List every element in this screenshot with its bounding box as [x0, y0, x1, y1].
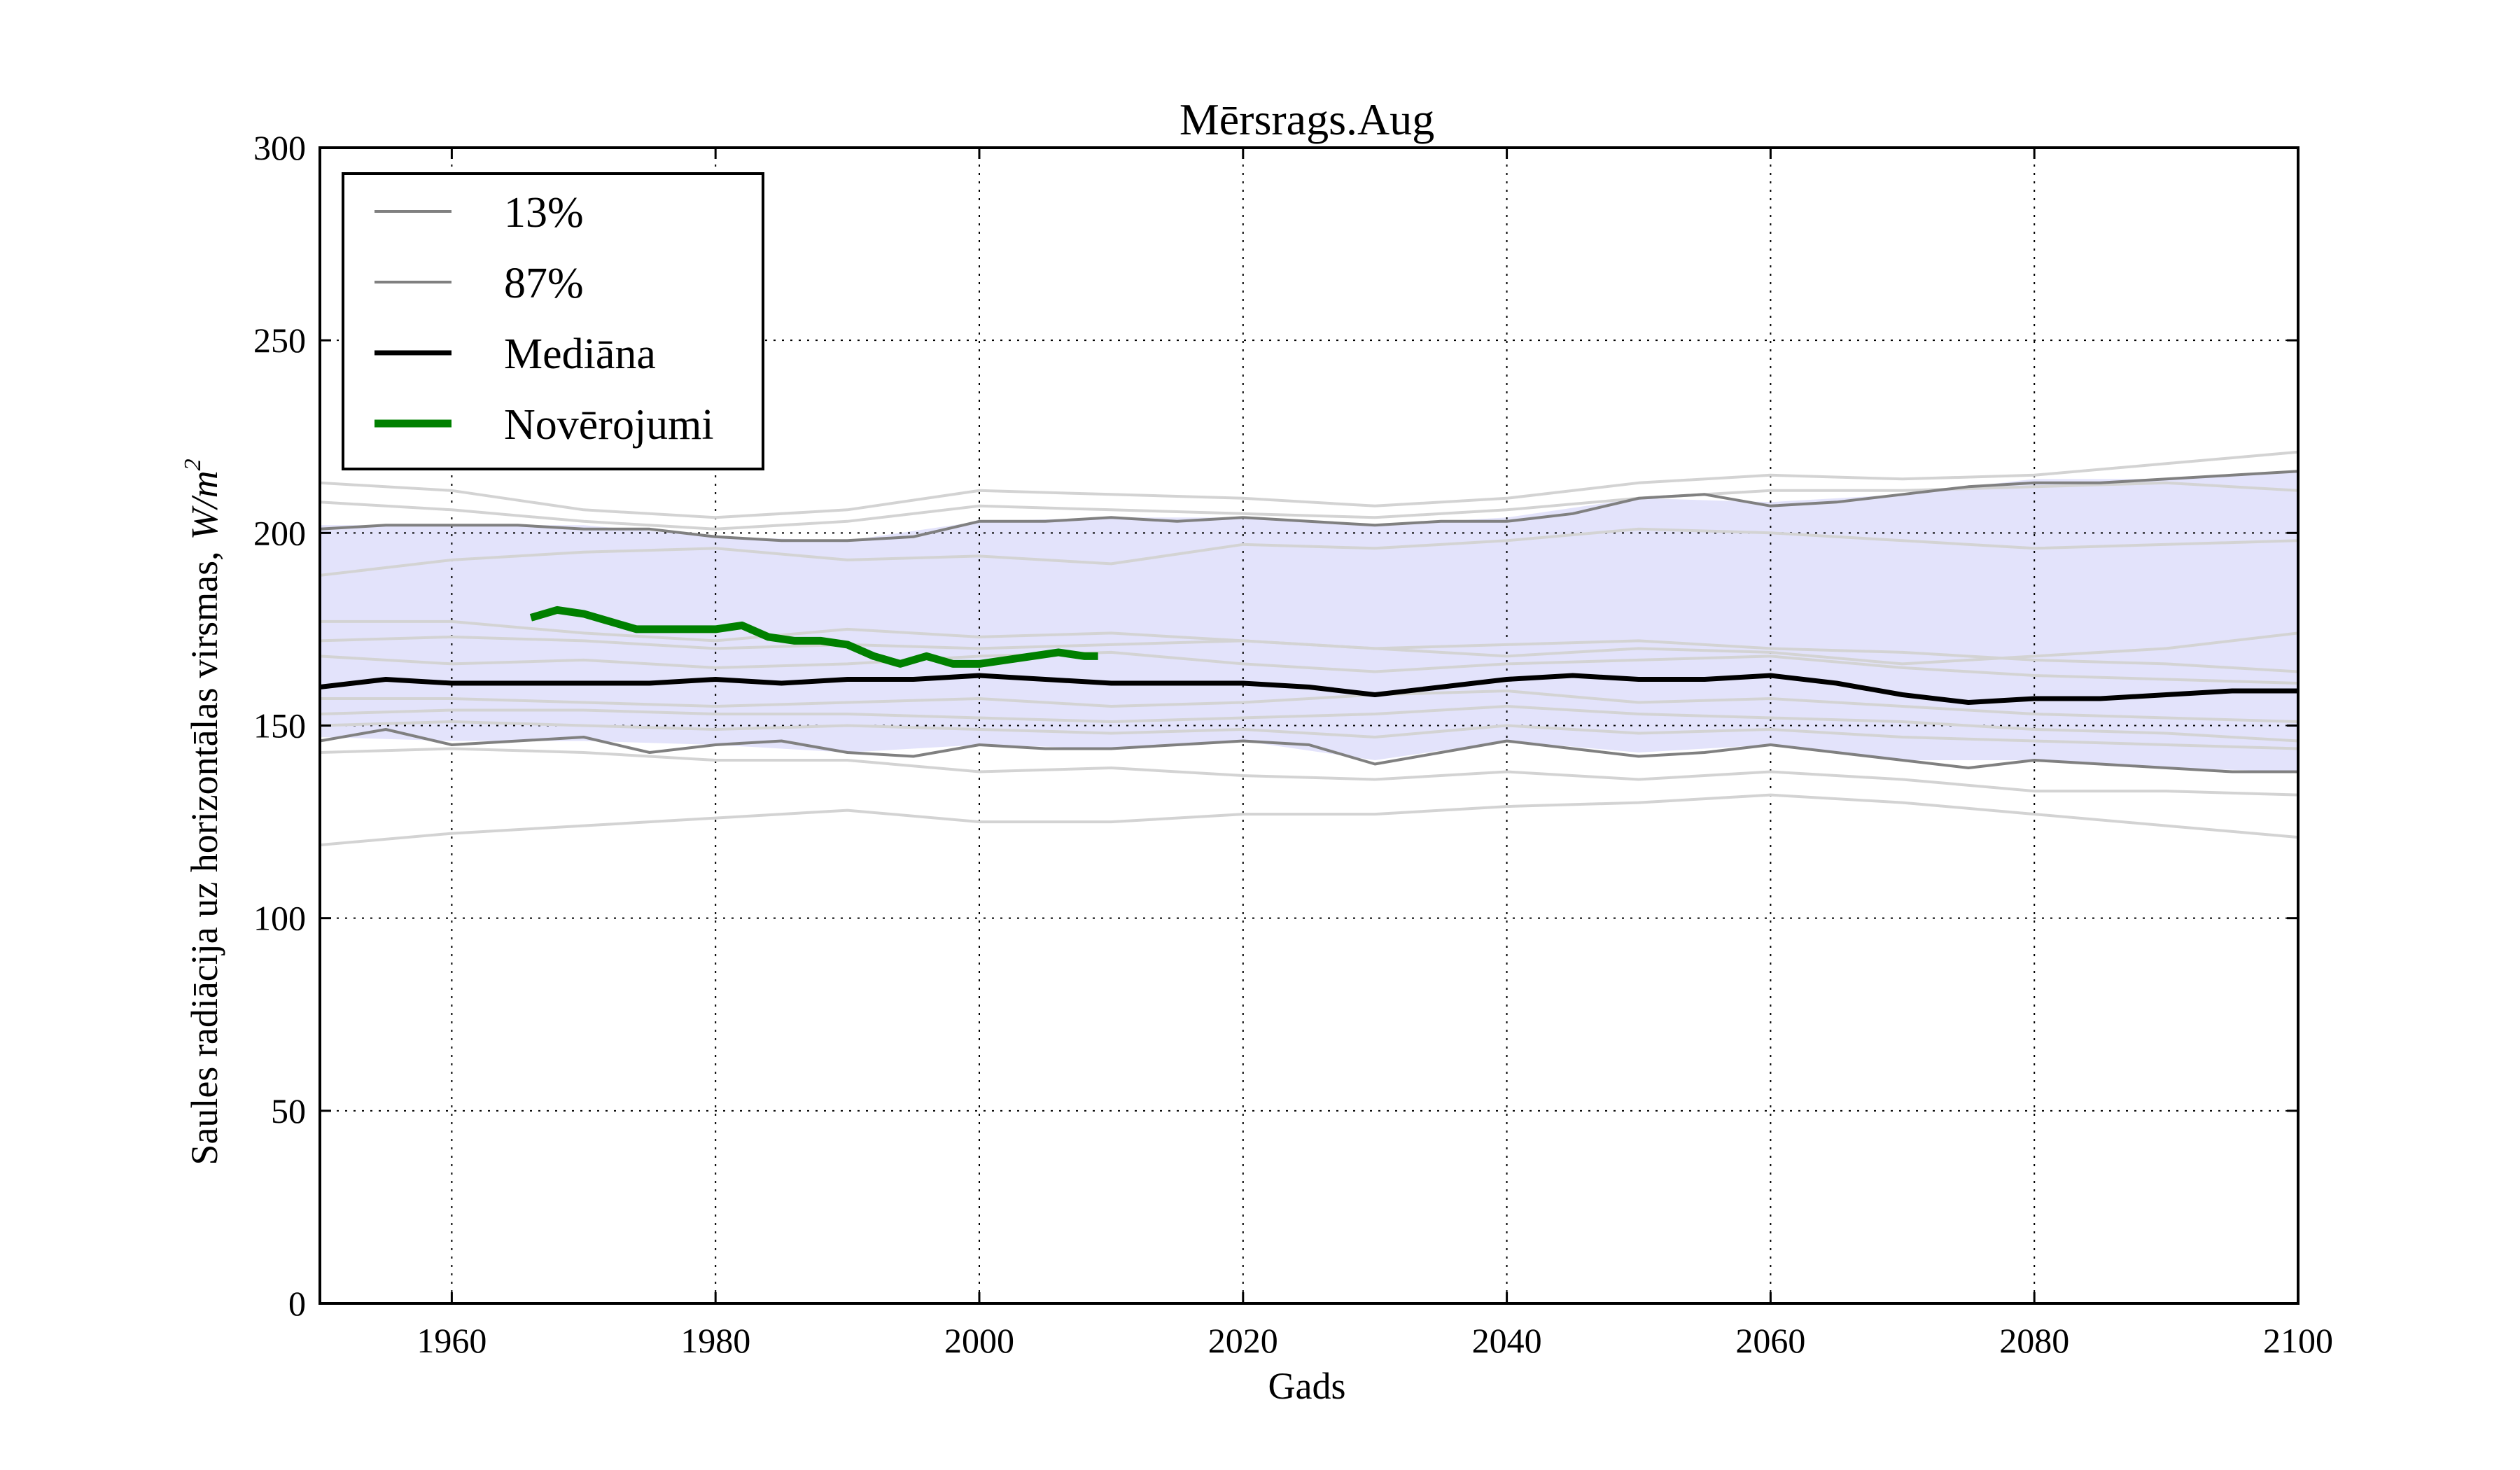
- legend: 13% 87% Mediāna Novērojumi: [342, 172, 764, 470]
- plot-area: [318, 146, 2300, 1305]
- y-tick-label: 0: [288, 1284, 306, 1323]
- series-line-observations: [529, 606, 1098, 668]
- legend-label: 87%: [504, 260, 584, 307]
- x-tick-label: 1980: [680, 1321, 750, 1360]
- x-tick-label: 2100: [2263, 1321, 2333, 1360]
- y-axis-ticks: 0 50 100 150 200 250 300: [253, 128, 2298, 1323]
- chart-title: Mērsrags.Aug: [1180, 94, 1434, 144]
- y-tick-label: 100: [253, 899, 306, 938]
- x-tick-label: 2000: [944, 1321, 1014, 1360]
- legend-label: Mediāna: [504, 330, 656, 378]
- percentile-band: [320, 471, 2298, 772]
- y-tick-label: 300: [253, 128, 306, 167]
- series-line-percentile: [319, 470, 2299, 542]
- series-line-percentile: [319, 728, 2298, 774]
- ensemble-line: [319, 450, 2299, 519]
- ensemble-line: [319, 527, 2299, 577]
- ensemble-line: [320, 690, 2299, 723]
- x-tick-label: 1960: [416, 1321, 486, 1360]
- y-tick-label: 50: [271, 1091, 306, 1130]
- x-tick-label: 2040: [1472, 1321, 1542, 1360]
- ensemble-line: [319, 747, 2299, 797]
- ensemble-line: [319, 481, 2299, 531]
- y-tick-label: 150: [253, 706, 306, 746]
- y-axis-label-unit: W/m: [183, 470, 225, 540]
- y-axis-label: Saules radiācija uz horizontālas virsmas…: [180, 458, 225, 1165]
- y-tick-label: 200: [253, 513, 306, 552]
- ensemble-line: [319, 793, 2299, 847]
- x-axis-ticks: 1960 1980 2000 2020 2040 2060 2080 2100: [416, 148, 2333, 1360]
- y-axis-label-text: Saules radiācija uz horizontālas virsmas…: [183, 551, 225, 1165]
- legend-label: Novērojumi: [504, 401, 714, 449]
- ensemble-line: [319, 650, 2299, 685]
- x-tick-label: 2060: [1735, 1321, 1805, 1360]
- x-tick-label: 2080: [1999, 1321, 2069, 1360]
- x-tick-label: 2020: [1208, 1321, 1278, 1360]
- ensemble-line: [319, 705, 2299, 743]
- x-axis-label: Gads: [1268, 1365, 1346, 1407]
- legend-label: 13%: [504, 189, 584, 237]
- y-axis-label-unit-exponent: 2: [180, 458, 206, 470]
- y-tick-label: 250: [253, 321, 306, 360]
- ensemble-line: [319, 720, 2299, 750]
- series-line-median: [319, 673, 2298, 705]
- ensemble-line: [319, 635, 2299, 673]
